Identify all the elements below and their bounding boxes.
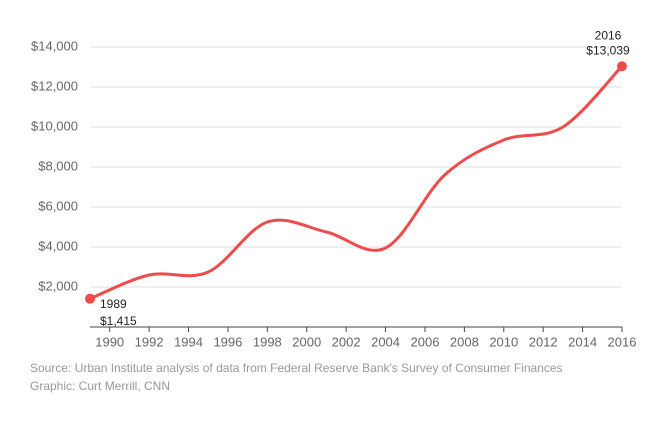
value-label: $1,415 <box>100 314 137 328</box>
x-tick-label: 1998 <box>253 334 282 349</box>
y-tick-label: $4,000 <box>38 238 78 253</box>
line <box>89 65 624 301</box>
x-tick-label: 1990 <box>95 334 124 349</box>
x-tick-label: 2012 <box>529 334 558 349</box>
x-tick-label: 2004 <box>371 334 400 349</box>
endpoint <box>85 293 95 304</box>
endpoint <box>617 61 627 72</box>
y-tick-label: $10,000 <box>31 118 78 133</box>
y-tick-label: $6,000 <box>38 198 78 213</box>
y-tick-label: $12,000 <box>31 78 78 93</box>
x-tick-label: 2002 <box>332 334 361 349</box>
credit: Graphic: Curt Merrill, CNN <box>30 379 170 393</box>
y-tick-label: $8,000 <box>38 158 78 173</box>
x-tick-label: 1992 <box>135 334 164 349</box>
annotation-year: 2016 <box>595 28 622 42</box>
source: Source: Urban Institute analysis of data… <box>30 361 563 375</box>
x-tick-label: 2016 <box>608 334 637 349</box>
x-tick-label: 2008 <box>450 334 479 349</box>
x-tick-label: 1996 <box>213 334 242 349</box>
y-tick-label: $2,000 <box>38 278 78 293</box>
x-tick-label: 2006 <box>411 334 440 349</box>
x-tick-label: 2010 <box>489 334 518 349</box>
x-tick-label: 2014 <box>568 334 597 349</box>
annotation-year: 1989 <box>100 297 127 311</box>
value-label: $13,039 <box>586 43 630 57</box>
y-tick-label: $14,000 <box>31 38 78 53</box>
x-tick-label: 2000 <box>292 334 321 349</box>
x-tick-label: 1994 <box>174 334 203 349</box>
